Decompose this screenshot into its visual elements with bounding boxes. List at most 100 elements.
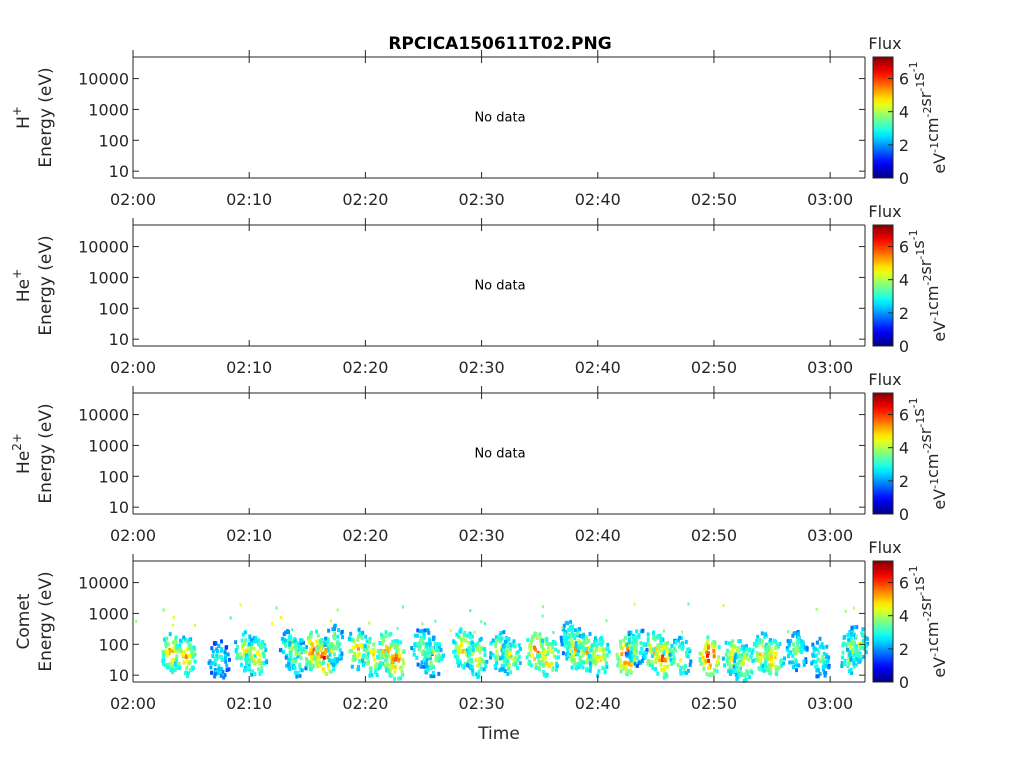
flux-pixel — [386, 652, 390, 657]
flux-pixel — [645, 647, 649, 652]
flux-pixel — [219, 666, 223, 671]
flux-pixel — [637, 634, 641, 639]
flux-speck — [681, 630, 684, 634]
flux-pixel — [847, 637, 851, 642]
flux-pixel — [593, 636, 597, 641]
flux-pixel — [796, 645, 800, 650]
flux-pixel — [500, 636, 504, 641]
flux-pixel — [247, 652, 251, 657]
flux-pixel — [787, 643, 791, 648]
flux-pixel — [625, 642, 629, 647]
flux-pixel — [502, 648, 506, 653]
colorbar-tick-label: 6 — [899, 70, 909, 89]
flux-speck — [163, 608, 166, 612]
flux-pixel — [668, 652, 672, 657]
flux-pixel — [721, 656, 725, 661]
x-tick-label: 02:30 — [459, 190, 505, 209]
flux-pixel — [858, 646, 862, 651]
flux-pixel — [816, 668, 820, 673]
flux-pixel — [639, 660, 643, 665]
flux-pixel — [421, 640, 425, 645]
flux-pixel — [539, 637, 543, 642]
flux-pixel — [662, 671, 666, 676]
flux-pixel — [279, 648, 283, 653]
flux-pixel — [504, 639, 507, 644]
species-label: H+ — [10, 106, 34, 129]
flux-pixel — [438, 642, 441, 647]
flux-pixel — [464, 638, 468, 643]
flux-pixel — [164, 644, 168, 649]
flux-pixel — [294, 642, 298, 647]
flux-pixel — [549, 641, 553, 646]
flux-pixel — [309, 647, 313, 652]
flux-pixel — [413, 642, 417, 647]
flux-pixel — [754, 658, 758, 663]
flux-pixel — [478, 650, 482, 655]
flux-pixel — [615, 652, 619, 657]
flux-speck — [396, 626, 399, 630]
flux-pixel — [672, 659, 675, 664]
flux-pixel — [564, 643, 568, 648]
x-tick-label: 02:40 — [575, 526, 621, 545]
flux-pixel — [737, 668, 741, 673]
flux-pixel — [684, 671, 688, 675]
flux-pixel — [332, 636, 336, 641]
flux-pixel — [540, 644, 544, 649]
flux-pixel — [327, 665, 331, 670]
flux-pixel — [646, 661, 650, 666]
x-tick-label: 03:00 — [807, 694, 853, 713]
flux-pixel — [260, 646, 264, 651]
flux-pixel — [381, 641, 385, 646]
flux-pixel — [352, 639, 356, 644]
y-tick-label: 10000 — [78, 238, 129, 257]
flux-pixel — [353, 657, 357, 662]
flux-pixel — [439, 648, 443, 653]
flux-blob — [625, 628, 649, 668]
flux-pixel — [286, 629, 289, 634]
flux-pixel — [425, 658, 429, 663]
flux-pixel — [740, 656, 744, 661]
flux-pixel — [735, 676, 739, 681]
flux-pixel — [797, 636, 800, 641]
flux-pixel — [326, 655, 330, 660]
flux-pixel — [627, 638, 631, 643]
flux-pixel — [470, 668, 474, 673]
flux-pixel — [631, 649, 635, 654]
flux-speck — [135, 619, 138, 623]
flux-pixel — [455, 659, 459, 664]
flux-pixel — [665, 649, 669, 653]
flux-pixel — [629, 630, 633, 635]
flux-pixel — [434, 648, 438, 653]
flux-pixel — [168, 632, 172, 637]
flux-pixel — [242, 652, 246, 657]
flux-pixel — [827, 665, 831, 670]
flux-pixel — [541, 656, 545, 661]
flux-pixel — [654, 658, 658, 663]
flux-pixel — [582, 632, 586, 637]
flux-pixel — [478, 661, 482, 666]
flux-pixel — [456, 646, 460, 651]
flux-pixel — [489, 655, 493, 660]
flux-pixel — [706, 651, 710, 656]
flux-pixel — [852, 661, 856, 666]
flux-pixel — [565, 656, 569, 661]
flux-pixel — [184, 671, 187, 676]
colorbar-units: eV-1cm-2sr-1s-1 — [907, 397, 949, 509]
flux-pixel — [579, 633, 583, 638]
flux-pixel — [820, 642, 824, 647]
flux-pixel — [213, 674, 217, 679]
flux-pixel — [254, 636, 258, 641]
flux-pixel — [773, 655, 777, 660]
flux-pixel — [458, 659, 462, 664]
flux-pixel — [762, 663, 766, 668]
flux-pixel — [236, 653, 239, 658]
flux-pixel — [246, 656, 250, 661]
flux-pixel — [467, 640, 471, 645]
flux-pixel — [680, 647, 684, 652]
flux-pixel — [670, 662, 674, 666]
flux-pixel — [369, 666, 373, 671]
flux-pixel — [396, 639, 400, 644]
flux-pixel — [422, 632, 426, 637]
flux-pixel — [381, 649, 384, 654]
flux-pixel — [665, 645, 669, 650]
